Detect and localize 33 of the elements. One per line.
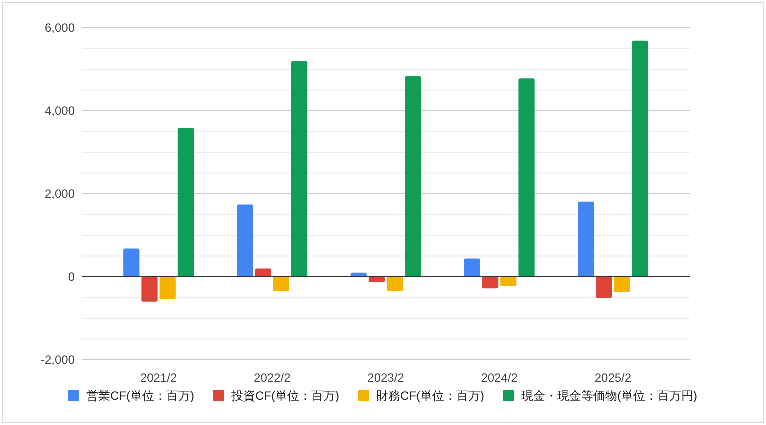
x-tick-label: 2022/2	[254, 371, 292, 386]
legend-label: 現金・現金等価物(単位：百万円)	[522, 389, 698, 404]
bar	[482, 277, 499, 289]
bar	[142, 277, 158, 302]
bar	[292, 61, 308, 277]
bar	[160, 277, 176, 300]
x-tick-label: 2023/2	[368, 371, 405, 386]
bar	[255, 268, 272, 277]
y-tick-label: 0	[68, 270, 76, 284]
bar	[596, 277, 612, 298]
x-tick-label: 2021/2	[140, 371, 178, 386]
legend-label: 投資CF(単位：百万)	[230, 389, 340, 404]
bar	[237, 204, 254, 277]
bar	[273, 277, 290, 292]
bar	[368, 277, 385, 282]
x-tick-label: 2025/2	[594, 371, 632, 386]
bar	[387, 277, 404, 292]
y-tick-label: 2,000	[44, 187, 76, 202]
bar	[632, 40, 648, 277]
y-tick-label: 6,000	[44, 21, 76, 36]
bar	[518, 78, 535, 277]
bar	[464, 258, 480, 277]
legend-label: 営業CF(単位：百万)	[86, 389, 194, 404]
bar	[578, 202, 594, 277]
bar	[178, 128, 194, 277]
legend-label: 財務CF(単位：百万)	[376, 389, 484, 404]
bar	[405, 76, 422, 277]
y-tick-label: 4,000	[44, 104, 76, 118]
bar	[500, 277, 517, 286]
bar	[124, 248, 140, 277]
y-tick-label: -2,000	[40, 353, 76, 368]
x-tick-label: 2024/2	[481, 371, 518, 386]
bar	[614, 277, 630, 292]
